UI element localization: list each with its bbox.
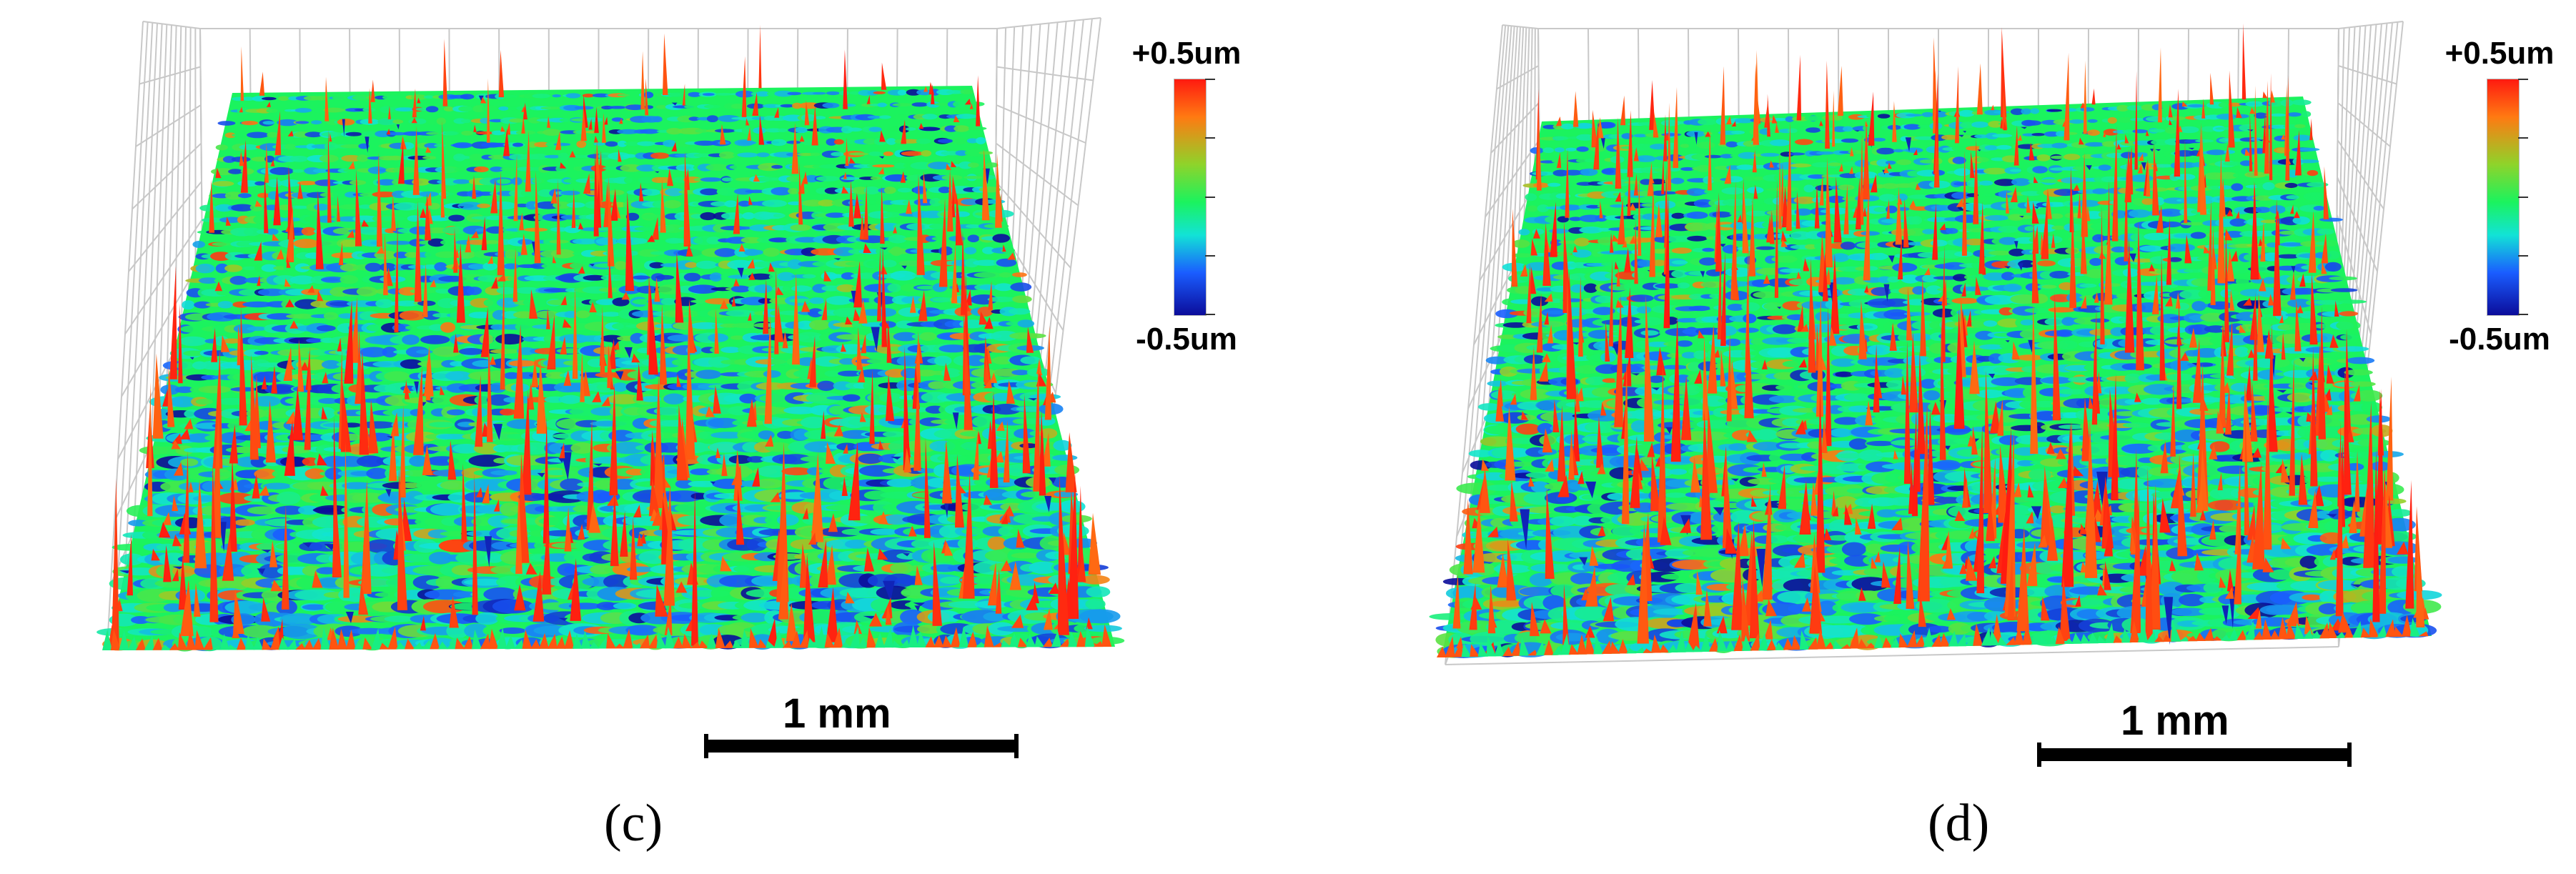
panel-label: (d) (1928, 794, 1990, 853)
colorbar-tick (2518, 255, 2528, 257)
surface-peaks (108, 24, 1101, 649)
panel-label: (c) (604, 794, 663, 853)
colorbar-tick (1205, 197, 1215, 198)
scale-bar-label: 1 mm (2121, 697, 2229, 744)
scale-bar-label: 1 mm (783, 690, 891, 737)
panel-d: +0.5um -0.5um 1 mm (d) (1288, 0, 2576, 874)
colorbar-gradient (2487, 79, 2520, 316)
surface-plot-d (1429, 21, 2442, 665)
colorbar-tick (2518, 314, 2528, 315)
surface-front-edge (102, 624, 1112, 650)
colorbar-max-label: +0.5um (2444, 36, 2555, 71)
colorbar-tick (2518, 197, 2528, 198)
colorbar-tick (1205, 137, 1215, 139)
panel-c: +0.5um -0.5um 1 mm (c) (96, 17, 1258, 853)
colorbar-gradient (1174, 79, 1207, 316)
colorbar-c: +0.5um -0.5um (1115, 36, 1258, 364)
surface-plot-c (96, 17, 1125, 652)
colorbar-tick (1205, 79, 1215, 80)
scale-bar (704, 734, 1019, 758)
colorbar-tick (1205, 255, 1215, 257)
colorbar-tick (2518, 79, 2528, 80)
scale-bar (2037, 743, 2352, 767)
surface-front-edge (1437, 615, 2429, 657)
colorbar-min-label: -0.5um (2449, 322, 2550, 357)
colorbar-min-label: -0.5um (1136, 322, 1237, 357)
colorbar-max-label: +0.5um (1131, 36, 1242, 71)
colorbar-tick (1205, 314, 1215, 315)
surface-peaks (1452, 23, 2429, 657)
colorbar-d: +0.5um -0.5um (2428, 36, 2571, 364)
colorbar-tick (2518, 137, 2528, 139)
